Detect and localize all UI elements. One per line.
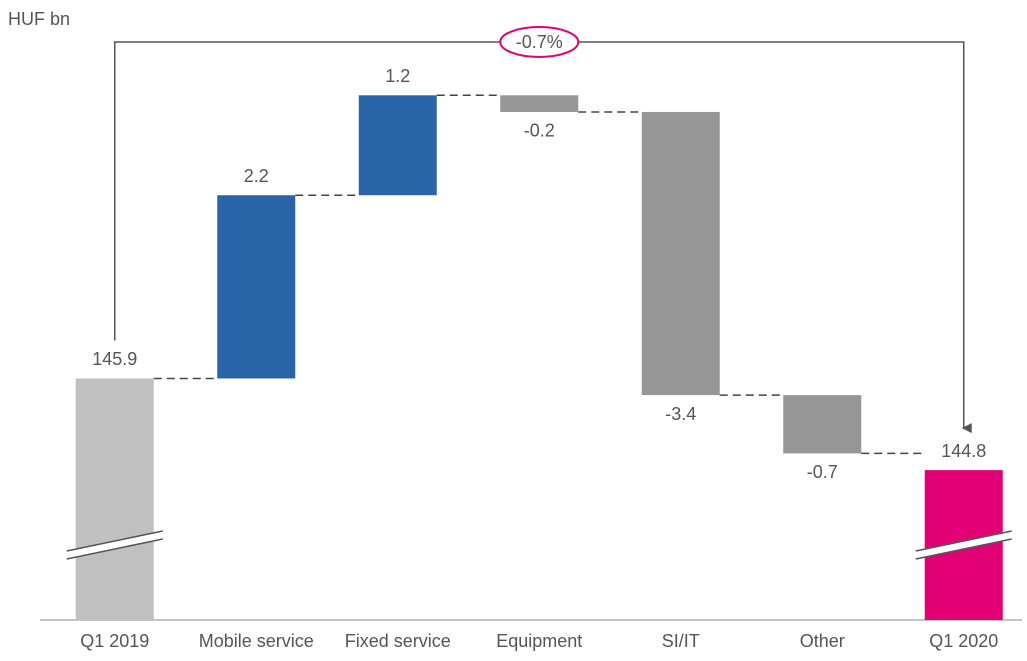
axis-break <box>915 538 1012 560</box>
value-label: 145.9 <box>92 349 137 369</box>
value-label: -0.2 <box>524 121 555 141</box>
value-label: -3.4 <box>665 404 696 424</box>
axis-break <box>915 530 1012 552</box>
x-tick-label: SI/IT <box>662 631 700 651</box>
bar <box>641 111 720 396</box>
bar <box>358 95 437 196</box>
value-label: -0.7 <box>807 462 838 482</box>
x-tick-label: Equipment <box>496 631 582 651</box>
annotation: -0.7% <box>516 32 563 52</box>
annotation-ellipse <box>499 26 580 58</box>
bar <box>500 95 579 112</box>
bar <box>217 195 296 379</box>
x-tick-label: Mobile service <box>199 631 314 651</box>
bar <box>783 395 862 454</box>
axis-break <box>66 538 163 560</box>
x-tick-label: Fixed service <box>345 631 451 651</box>
axis-break <box>66 530 163 552</box>
value-label: 144.8 <box>941 441 986 461</box>
x-tick-label: Q1 2019 <box>80 631 149 651</box>
x-tick-label: Q1 2020 <box>929 631 998 651</box>
value-label: 2.2 <box>244 166 269 186</box>
value-label: 1.2 <box>385 66 410 86</box>
x-tick-label: Other <box>800 631 845 651</box>
y-axis-label: HUF bn <box>8 9 70 29</box>
bar <box>75 378 154 620</box>
